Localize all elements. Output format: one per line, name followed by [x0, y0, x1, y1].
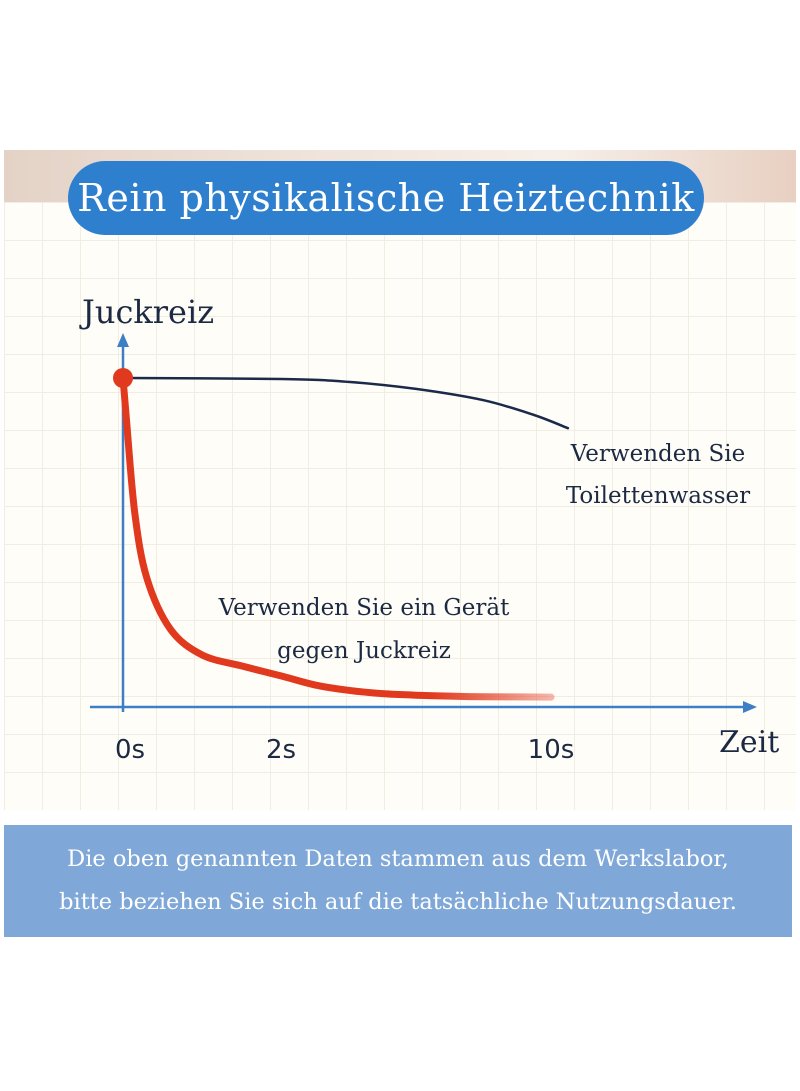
series-label-geraet-line2: gegen Juckreiz [277, 638, 451, 664]
series-line-geraet [119, 374, 555, 701]
series-line-toilettenwasser [121, 376, 570, 430]
title-banner: Rein physikalische Heiztechnik [68, 161, 704, 235]
x-axis-label: Zeit [719, 725, 779, 760]
x-tick-label-0: 0s [115, 735, 145, 765]
series-label-geraet-line1: Verwenden Sie ein Gerät [218, 595, 510, 621]
series-label-toilettenwasser-line1: Verwenden Sie [570, 441, 745, 467]
series-label-toilettenwasser-line2: Toilettenwasser [566, 483, 750, 509]
x-tick-label-1: 2s [266, 735, 296, 765]
y-axis-arrow-icon [117, 333, 129, 347]
page-title: Rein physikalische Heiztechnik [77, 176, 695, 220]
x-tick-label-2: 10s [528, 735, 575, 765]
start-point-marker [113, 368, 133, 388]
y-axis-label: Juckreiz [79, 293, 214, 331]
footer-line-2: bitte beziehen Sie sich auf die tatsächl… [59, 889, 737, 915]
x-axis-arrow-icon [743, 701, 757, 713]
footer-note: Die oben genannten Daten stammen aus dem… [4, 825, 792, 937]
footer-line-1: Die oben genannten Daten stammen aus dem… [67, 846, 729, 872]
